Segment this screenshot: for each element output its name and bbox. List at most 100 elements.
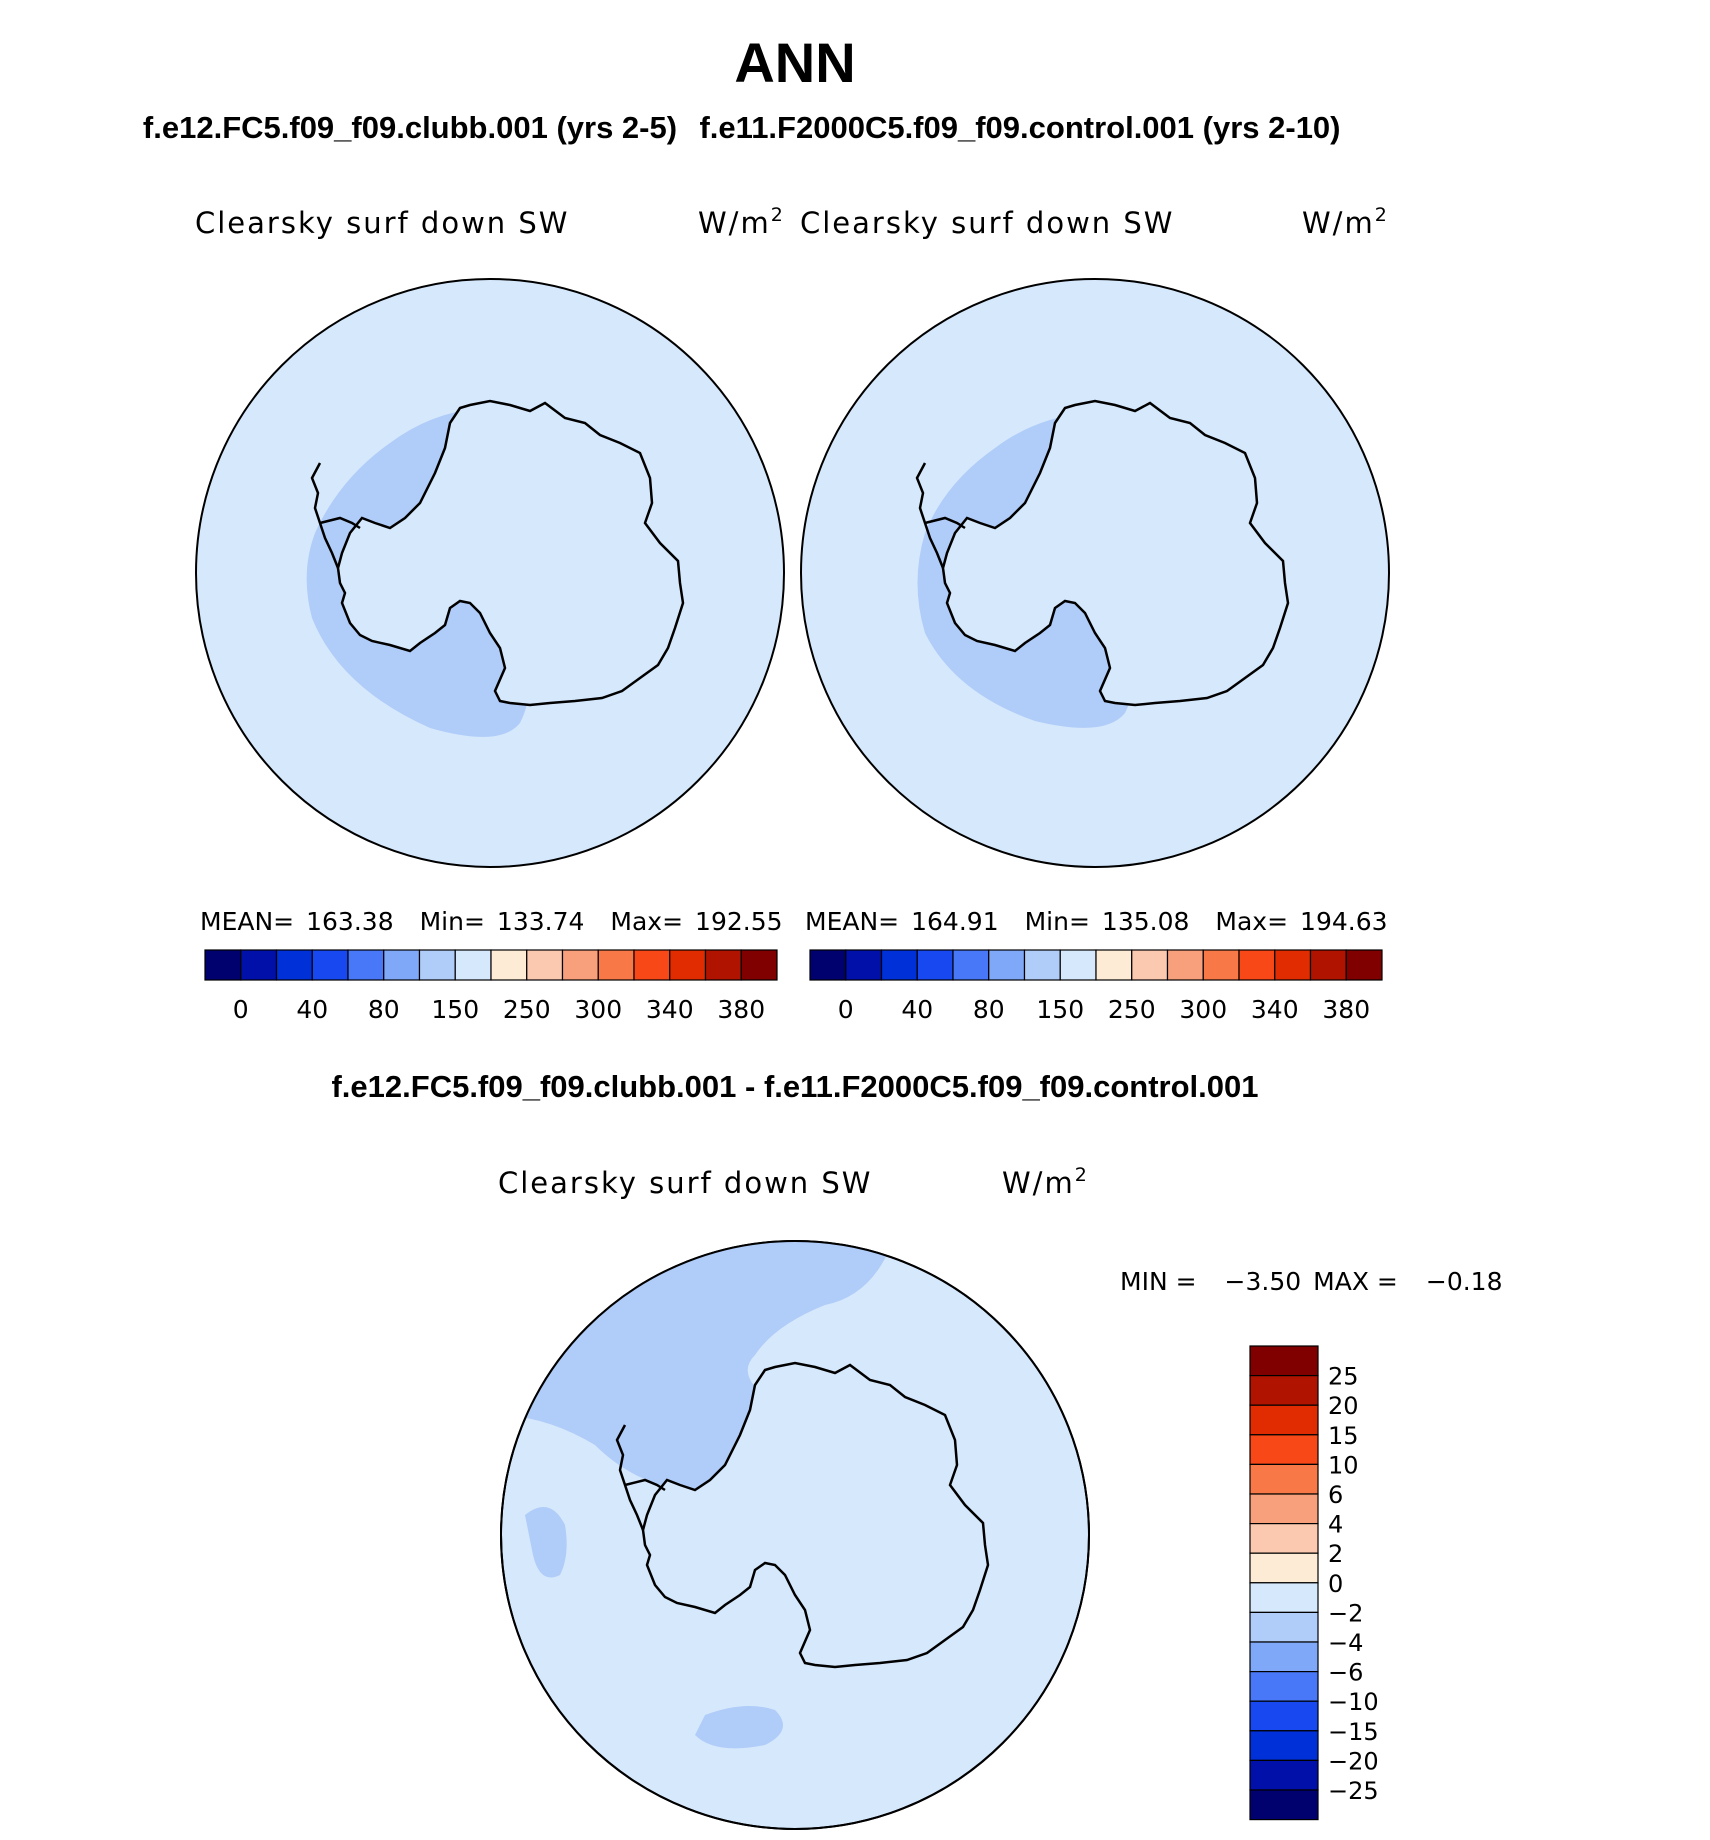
diff-colorbar-swatch <box>1249 1463 1319 1495</box>
right-panel-header: f.e11.F2000C5.f09_f09.control.001 (yrs 2… <box>699 110 1340 145</box>
right-colorbar-tick-label: 380 <box>1322 995 1370 1024</box>
diff-colorbar-swatch <box>1249 1374 1319 1406</box>
left-stats: MEAN= 163.38 Min= 133.74 Max= 192.55 <box>200 907 783 936</box>
left-colorbar-swatch <box>490 949 528 981</box>
diff-colorbar-swatch <box>1249 1641 1319 1673</box>
right-colorbar-swatch <box>916 949 954 981</box>
right-colorbar: 0 40 80 150 250 300 340 380 <box>809 949 1383 1024</box>
right-map <box>800 278 1390 868</box>
right-colorbar-swatch <box>1274 949 1312 981</box>
left-colorbar-tick-label: 300 <box>574 995 622 1024</box>
diff-colorbar-tick-label: 25 <box>1328 1363 1359 1391</box>
left-units-label: W/m2 <box>698 204 785 240</box>
left-colorbar-tick-label: 150 <box>431 995 479 1024</box>
left-colorbar-swatch <box>311 949 349 981</box>
right-colorbar-swatch <box>845 949 883 981</box>
left-colorbar-tick-label: 80 <box>368 995 400 1024</box>
left-colorbar-swatch <box>418 949 456 981</box>
diff-colorbar-swatch <box>1249 1345 1319 1377</box>
left-colorbar-swatch <box>597 949 635 981</box>
left-colorbar-swatch <box>561 949 599 981</box>
left-colorbar-swatch <box>275 949 313 981</box>
diff-map <box>500 1240 1090 1830</box>
diff-colorbar-swatch <box>1249 1522 1319 1554</box>
right-colorbar-swatch <box>1345 949 1383 981</box>
right-colorbar-swatch <box>1309 949 1347 981</box>
left-colorbar-swatch <box>669 949 707 981</box>
diff-variable-label: Clearsky surf down SW <box>498 1166 872 1200</box>
right-colorbar-swatch <box>809 949 847 981</box>
diff-colorbar-swatch <box>1249 1434 1319 1466</box>
right-colorbar-swatch <box>952 949 990 981</box>
right-colorbar-swatch <box>1238 949 1276 981</box>
left-colorbar-tick-label: 250 <box>503 995 551 1024</box>
right-colorbar-tick-label: 40 <box>901 995 933 1024</box>
right-colorbar-swatch <box>880 949 918 981</box>
left-colorbar-swatch <box>633 949 671 981</box>
diff-colorbar-tick-label: 10 <box>1328 1451 1359 1479</box>
diff-colorbar-tick-label: 15 <box>1328 1422 1359 1450</box>
diff-colorbar-tick-label: 4 <box>1328 1511 1343 1539</box>
season-title: ANN <box>734 31 855 94</box>
left-colorbar-tick-label: 40 <box>296 995 328 1024</box>
right-colorbar-tick-label: 250 <box>1108 995 1156 1024</box>
diff-colorbar-swatch <box>1249 1730 1319 1762</box>
diff-minmax: MIN = −3.50 MAX = −0.18 <box>1120 1267 1503 1296</box>
diff-colorbar-swatch <box>1249 1582 1319 1614</box>
diff-colorbar-swatch <box>1249 1789 1319 1821</box>
diff-colorbar-swatch <box>1249 1759 1319 1791</box>
diff-colorbar-tick-label: 0 <box>1328 1570 1343 1598</box>
diff-colorbar-swatch <box>1249 1493 1319 1525</box>
left-panel-header: f.e12.FC5.f09_f09.clubb.001 (yrs 2-5) <box>143 110 677 145</box>
left-map <box>195 278 785 868</box>
diff-colorbar-swatch <box>1249 1404 1319 1436</box>
right-units-label: W/m2 <box>1302 204 1389 240</box>
diff-colorbar-tick-label: −10 <box>1328 1688 1379 1716</box>
left-variable-label: Clearsky surf down SW <box>195 206 569 240</box>
diff-colorbar-tick-label: −25 <box>1328 1777 1379 1805</box>
right-colorbar-tick-label: 300 <box>1179 995 1227 1024</box>
right-colorbar-tick-label: 150 <box>1036 995 1084 1024</box>
diff-colorbar-swatch <box>1249 1700 1319 1732</box>
right-colorbar-swatch <box>1059 949 1097 981</box>
left-colorbar-swatch <box>383 949 421 981</box>
diff-units-label: W/m2 <box>1002 1164 1089 1200</box>
left-colorbar-tick-label: 380 <box>717 995 765 1024</box>
left-colorbar: 0 40 80 150 250 300 340 380 <box>204 949 778 1024</box>
diff-colorbar-tick-label: −2 <box>1328 1599 1363 1627</box>
diff-colorbar-swatch <box>1249 1552 1319 1584</box>
left-colorbar-swatch <box>454 949 492 981</box>
right-colorbar-swatch <box>1166 949 1204 981</box>
right-colorbar-swatch <box>988 949 1026 981</box>
left-colorbar-swatch <box>204 949 242 981</box>
diff-colorbar-tick-label: −20 <box>1328 1747 1379 1775</box>
right-colorbar-tick-label: 340 <box>1251 995 1299 1024</box>
left-colorbar-swatch <box>526 949 564 981</box>
diff-colorbar-tick-label: 6 <box>1328 1481 1343 1509</box>
left-colorbar-tick-label: 0 <box>233 995 249 1024</box>
right-colorbar-swatch <box>1095 949 1133 981</box>
left-colorbar-swatch <box>240 949 278 981</box>
diff-colorbar-tick-label: −6 <box>1328 1659 1363 1687</box>
diff-colorbar-tick-label: 20 <box>1328 1392 1359 1420</box>
left-colorbar-tick-label: 340 <box>646 995 694 1024</box>
diff-header: f.e12.FC5.f09_f09.clubb.001 - f.e11.F200… <box>331 1069 1258 1104</box>
right-colorbar-swatch <box>1023 949 1061 981</box>
left-colorbar-swatch <box>740 949 778 981</box>
right-colorbar-tick-label: 80 <box>973 995 1005 1024</box>
diff-colorbar-tick-label: −4 <box>1328 1629 1363 1657</box>
right-colorbar-tick-label: 0 <box>838 995 854 1024</box>
right-panel: Clearsky surf down SW W/m2 MEAN= 164.91 Mi… <box>800 204 1390 1024</box>
diff-colorbar-tick-label: 2 <box>1328 1540 1343 1568</box>
right-colorbar-swatch <box>1202 949 1240 981</box>
diff-colorbar-swatch <box>1249 1611 1319 1643</box>
right-variable-label: Clearsky surf down SW <box>800 206 1174 240</box>
right-stats: MEAN= 164.91 Min= 135.08 Max= 194.63 <box>805 907 1388 936</box>
diff-panel: Clearsky surf down SW W/m2 MIN = −3.50 MAX… <box>498 1164 1503 1830</box>
left-colorbar-swatch <box>704 949 742 981</box>
diff-colorbar-swatch <box>1249 1670 1319 1702</box>
right-colorbar-swatch <box>1131 949 1169 981</box>
left-colorbar-swatch <box>347 949 385 981</box>
